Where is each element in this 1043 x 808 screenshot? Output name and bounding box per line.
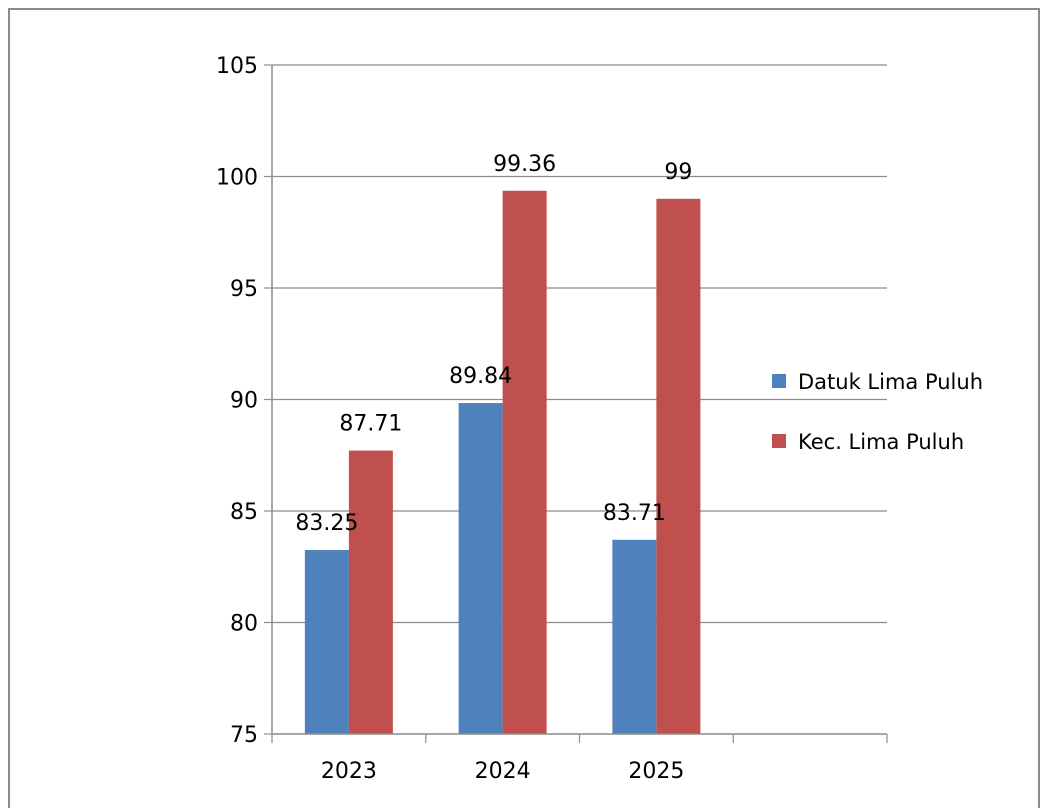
data-label: 87.71 (339, 412, 402, 437)
legend-swatch (772, 374, 786, 388)
bar-kec-lima-puluh-2025 (656, 198, 701, 735)
bar-kec-lima-puluh-2024 (502, 190, 547, 735)
data-label: 89.84 (449, 364, 512, 389)
y-tick-label: 80 (230, 612, 258, 637)
legend-swatch (772, 434, 786, 448)
y-tick-label: 85 (230, 500, 258, 525)
y-tick-label: 90 (230, 389, 258, 414)
legend-label: Datuk Lima Puluh (798, 370, 983, 394)
chart-frame (8, 8, 1040, 808)
y-tick-label: 95 (230, 277, 258, 302)
legend-label: Kec. Lima Puluh (798, 430, 964, 454)
x-tick-label: 2025 (628, 759, 684, 784)
bar-datuk-lima-puluh-2025 (612, 539, 657, 734)
x-tick-label: 2023 (321, 759, 377, 784)
data-label: 83.71 (603, 501, 666, 526)
x-tick-label: 2024 (475, 759, 531, 784)
bar-kec-lima-puluh-2023 (348, 450, 393, 734)
data-label: 83.25 (295, 511, 358, 536)
data-label: 99 (664, 160, 692, 185)
data-label: 99.36 (493, 152, 556, 177)
y-tick-label: 75 (230, 723, 258, 748)
y-tick-label: 100 (216, 166, 258, 191)
y-tick-label: 105 (216, 54, 258, 79)
bar-datuk-lima-puluh-2023 (304, 550, 349, 734)
bar-datuk-lima-puluh-2024 (458, 403, 503, 734)
